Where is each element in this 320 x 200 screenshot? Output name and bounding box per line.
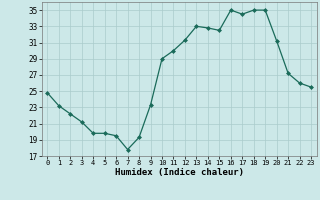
X-axis label: Humidex (Indice chaleur): Humidex (Indice chaleur)	[115, 168, 244, 177]
